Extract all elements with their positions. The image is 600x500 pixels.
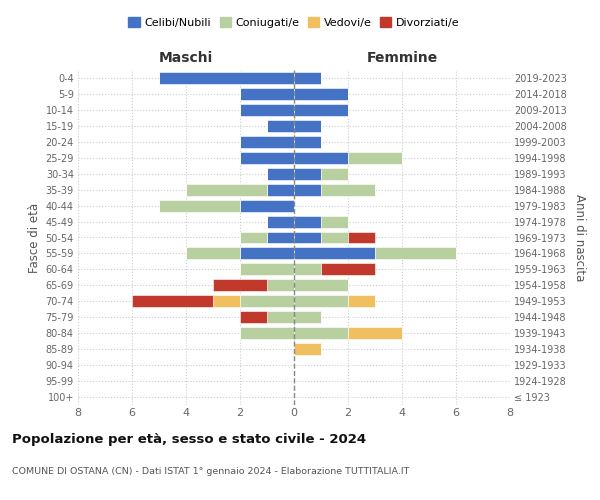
Bar [213,296,240,308]
Bar [321,264,375,276]
Bar [267,168,294,179]
Bar [240,264,294,276]
Legend: Celibi/Nubili, Coniugati/e, Vedovi/e, Divorziati/e: Celibi/Nubili, Coniugati/e, Vedovi/e, Di… [126,16,462,30]
Bar [348,232,375,243]
Text: Maschi: Maschi [159,51,213,65]
Bar [375,248,456,260]
Bar [267,312,294,323]
Bar [294,104,348,116]
Bar [294,248,375,260]
Bar [159,72,294,84]
Bar [321,168,348,179]
Bar [348,327,402,339]
Bar [294,327,348,339]
Y-axis label: Anni di nascita: Anni di nascita [574,194,586,281]
Bar [294,264,321,276]
Bar [348,296,375,308]
Bar [294,152,348,164]
Text: Femmine: Femmine [367,51,437,65]
Bar [240,200,294,211]
Bar [321,216,348,228]
Bar [267,120,294,132]
Bar [321,184,375,196]
Bar [321,232,348,243]
Bar [159,200,240,211]
Bar [294,184,321,196]
Bar [186,184,267,196]
Bar [348,152,402,164]
Bar [294,280,348,291]
Bar [294,216,321,228]
Bar [267,280,294,291]
Bar [294,120,321,132]
Bar [132,296,213,308]
Y-axis label: Fasce di età: Fasce di età [28,202,41,272]
Bar [294,72,321,84]
Bar [294,343,321,355]
Bar [240,152,294,164]
Bar [240,296,294,308]
Bar [240,312,267,323]
Bar [267,232,294,243]
Bar [294,232,321,243]
Bar [267,216,294,228]
Bar [240,88,294,100]
Bar [240,104,294,116]
Bar [240,232,267,243]
Bar [186,248,240,260]
Bar [267,184,294,196]
Bar [294,296,348,308]
Text: COMUNE DI OSTANA (CN) - Dati ISTAT 1° gennaio 2024 - Elaborazione TUTTITALIA.IT: COMUNE DI OSTANA (CN) - Dati ISTAT 1° ge… [12,468,409,476]
Bar [294,136,321,148]
Bar [294,168,321,179]
Bar [213,280,267,291]
Text: Popolazione per età, sesso e stato civile - 2024: Popolazione per età, sesso e stato civil… [12,432,366,446]
Bar [294,312,321,323]
Bar [240,248,294,260]
Bar [240,136,294,148]
Bar [294,88,348,100]
Bar [240,327,294,339]
